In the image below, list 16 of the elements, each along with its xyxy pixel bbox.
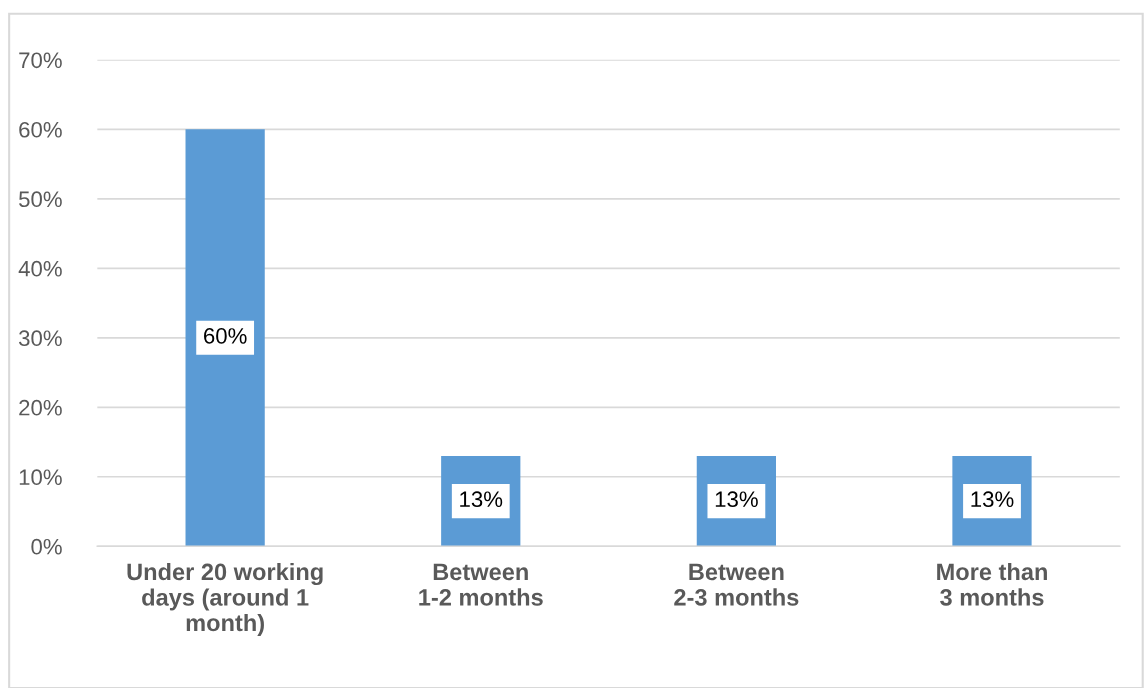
y-tick-label: 10%: [19, 469, 62, 486]
data-label: 13%: [460, 491, 503, 508]
x-tick-label: More than 3 months: [937, 562, 1047, 606]
x-tick-label: Between 2-3 months: [674, 563, 799, 606]
data-label: 13%: [971, 491, 1014, 508]
y-tick-label: 40%: [18, 260, 62, 277]
x-tick-label: Under 20 working days (around 1 month): [127, 562, 323, 636]
y-tick-label: 0%: [31, 538, 62, 555]
x-tick-label: Between 1-2 months: [419, 563, 543, 606]
y-tick-label: 70%: [19, 52, 62, 69]
data-label: 13%: [715, 491, 758, 508]
y-tick-label: 60%: [19, 121, 62, 138]
y-tick-label: 30%: [18, 330, 62, 347]
data-label: 60%: [204, 328, 247, 344]
y-tick-label: 50%: [19, 191, 62, 208]
y-tick-label: 20%: [19, 399, 62, 416]
